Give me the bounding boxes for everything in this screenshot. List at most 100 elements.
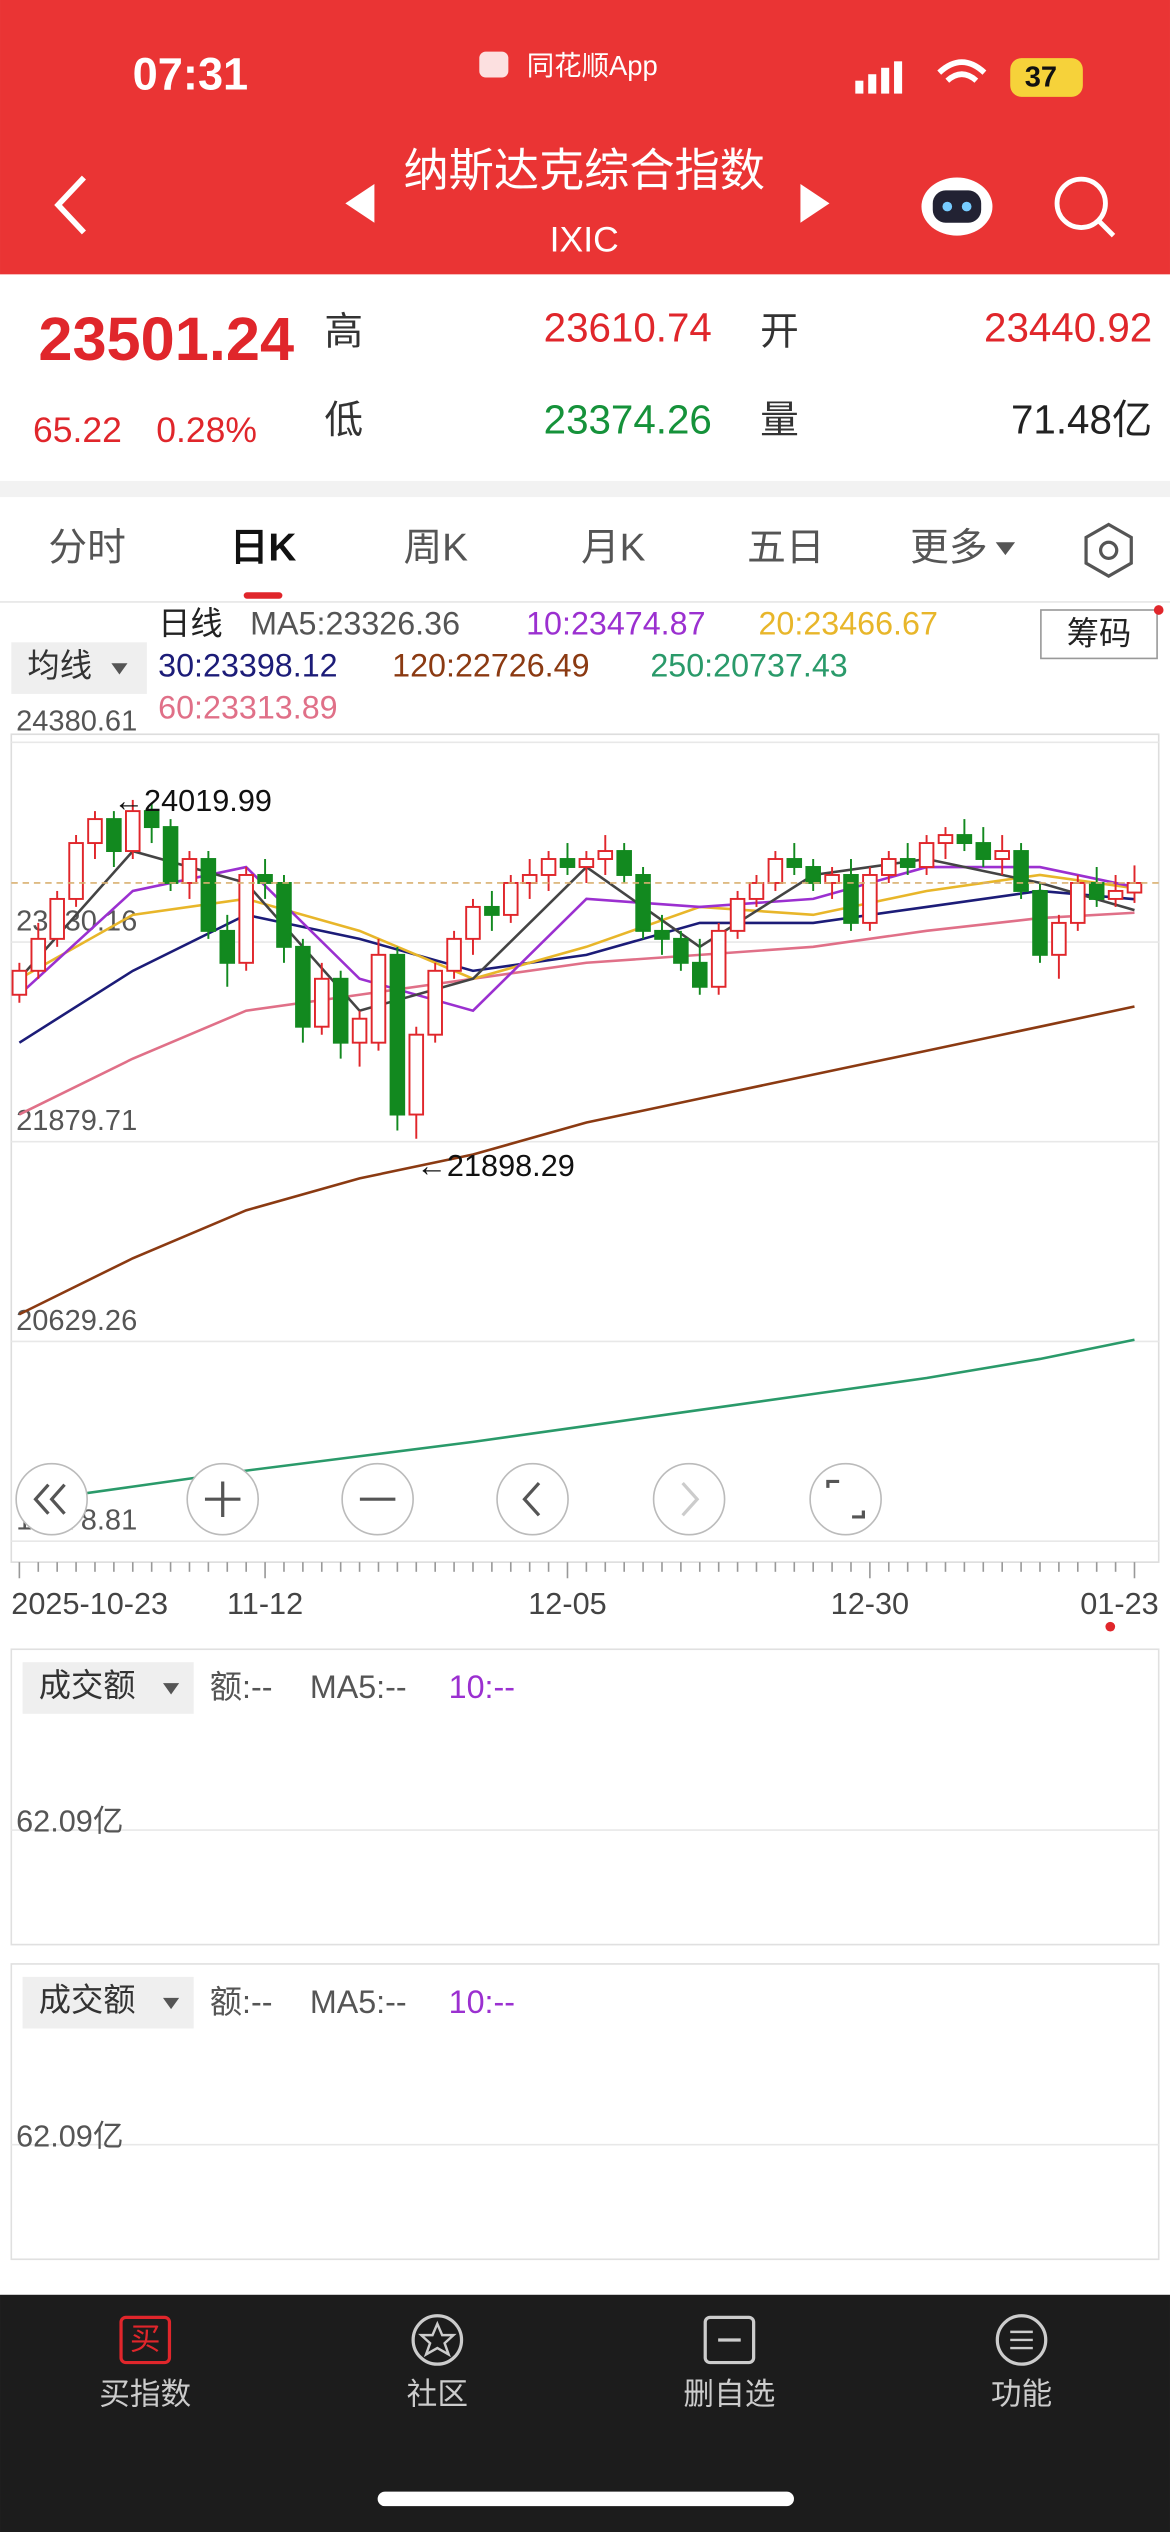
nav-icon-lines [1010,2330,1033,2350]
nav-icon-community [411,2314,464,2366]
low-label: 低 [324,399,363,442]
prev-index[interactable] [345,183,375,223]
candle-body [692,961,708,988]
candle-body [578,858,595,868]
search[interactable] [1054,176,1116,238]
control-right[interactable] [652,1462,726,1536]
tabs: 分时 日K 周K 月K 五日 更多 [48,527,987,570]
ma-button-label: 均线 [27,648,92,684]
change-pct: 0.28% [156,410,257,450]
ma20-text: 20:23466.67 [758,606,937,642]
control-left[interactable] [496,1462,569,1536]
candle-body [899,858,916,868]
candle-body [597,850,614,860]
home-indicator [377,2491,794,2507]
candle-body [729,897,746,932]
nav-item[interactable]: 删自选 [683,2378,775,2412]
candle-body [11,969,28,996]
ma-button[interactable] [11,642,147,694]
candle-body [521,874,538,884]
nav-icon-buy [119,2315,172,2365]
dot [1105,1621,1116,1632]
tab[interactable]: 分时 [48,527,125,570]
candle-body [786,858,803,868]
volume-button-label: 成交额 [39,1982,136,2018]
volume-level: 62.09亿 [16,2119,123,2153]
volume-ma10: 10:-- [449,1669,515,1705]
nav-item[interactable]: 买指数 [99,2378,191,2412]
tab[interactable]: 更多 [910,527,987,570]
candle-body [427,969,443,1036]
more-arrow[interactable] [995,542,1016,556]
candle-body [49,897,65,940]
volume-amount: 额:-- [210,1669,273,1705]
x-tick-label: 12-30 [831,1587,909,1621]
chip-button-label: 筹码 [1067,615,1132,651]
candle-body [257,874,273,884]
candle-body [616,850,632,876]
candle-body [540,858,557,876]
separator [0,480,1170,498]
candle-body [654,929,670,940]
tab[interactable]: 月K [581,527,646,570]
ma250-text: 250:20737.43 [650,648,847,684]
robot[interactable] [921,177,993,236]
ma30-text: 30:23398.12 [158,648,337,684]
volume-panel [10,1648,1160,1946]
tab[interactable]: 日K [230,527,297,570]
candle-body [956,834,973,845]
ma10-text: 10:23474.87 [526,606,705,642]
chart-frame [10,733,1160,1563]
candle-body [181,858,198,884]
chip-button[interactable] [1040,609,1158,660]
x-tick-label: 2025-10-23 [11,1587,168,1621]
x-tick-label: 11-12 [227,1587,303,1621]
settings[interactable] [1084,522,1133,578]
volume-button-label: 成交额 [39,1668,136,1704]
volume-level: 62.09亿 [16,1805,123,1839]
volume-arrow [163,1683,180,1695]
candle-body [68,842,84,900]
candle-body [295,945,311,1028]
nav-item[interactable]: 功能 [991,2378,1052,2412]
wifi [937,59,987,83]
nav-item[interactable]: 社区 [407,2378,468,2412]
candle-body [219,929,236,964]
tab[interactable]: 五日 [747,527,824,570]
candle-body [1070,882,1086,924]
price: 23501.24 [38,304,294,373]
candle-body [484,905,500,916]
candle-body [465,905,481,940]
low: 23374.26 [544,396,712,442]
volume: 71.48亿 [1011,396,1152,442]
candle-body [559,858,576,868]
candle-body [881,858,897,876]
volume-panel [10,1963,1160,2261]
candle-body [446,937,462,972]
candle-body [937,834,954,845]
chart: 19378.8120629.2621879.7123130.1624380.61… [11,706,1159,1621]
volume-button[interactable] [22,1662,194,1714]
candle-body [200,858,217,932]
x-tick-label: 01-23 [1080,1587,1158,1621]
chart-controls [15,1462,882,1536]
candle-body [918,842,935,868]
back[interactable] [54,175,86,235]
control-fullscreen[interactable] [809,1462,882,1536]
open: 23440.92 [984,304,1152,350]
candle-body [162,826,179,884]
tab[interactable]: 周K [403,527,468,570]
candle-body [1032,889,1048,956]
ma60-text: 60:23313.89 [158,690,337,726]
high-note: ←24019.99 [113,784,272,818]
volume-button[interactable] [22,1976,194,2029]
candle-body [125,810,141,852]
battery-level: 37 [1025,62,1057,94]
next-index[interactable] [800,183,830,223]
nav-icon-text: 买 [130,2323,161,2357]
high-label: 高 [324,310,363,353]
settings-dot [1098,540,1119,560]
